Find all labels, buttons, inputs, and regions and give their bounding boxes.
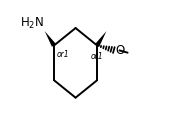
Text: H$_2$N: H$_2$N: [20, 15, 44, 31]
Polygon shape: [95, 31, 106, 47]
Text: or1: or1: [57, 50, 70, 59]
Polygon shape: [45, 31, 56, 47]
Text: or1: or1: [90, 52, 103, 61]
Text: O: O: [116, 44, 125, 57]
